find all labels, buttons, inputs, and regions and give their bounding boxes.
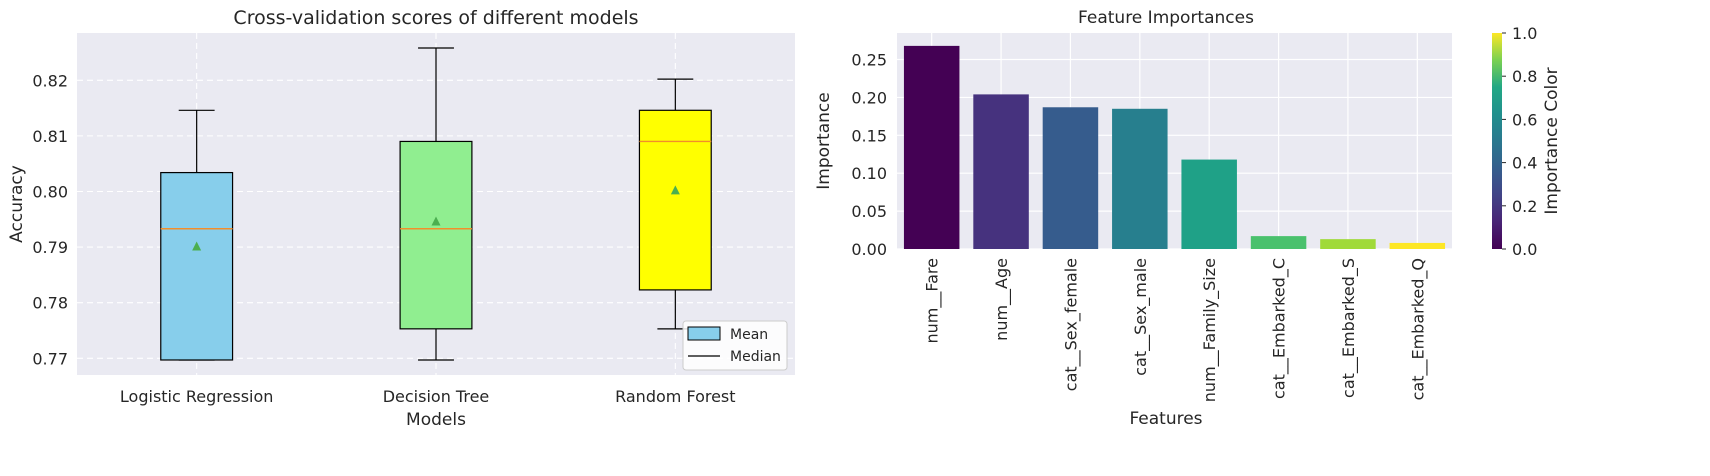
boxplot-x-tick-label: Random Forest <box>615 387 735 406</box>
colorbar-tick-label: 0.4 <box>1512 154 1537 173</box>
legend-mean-swatch <box>687 326 721 341</box>
bar-x-tick-label: cat__Embarked_Q <box>1408 258 1428 400</box>
bar-num__Age <box>973 94 1029 250</box>
colorbar: 0.0 0.2 0.4 0.6 0.8 1.0 Importance Color <box>1492 24 1562 259</box>
bar-x-tick-label: num__Age <box>992 258 1012 341</box>
bar-x-tick-label: cat__Sex_female <box>1061 258 1081 391</box>
bar-y-tick-label: 0.10 <box>851 164 887 183</box>
box-body <box>160 171 234 361</box>
bar-y-tick-label: 0.05 <box>851 202 887 221</box>
bar-cat__Embarked_Q <box>1389 242 1446 249</box>
bar-num__Family_Size <box>1181 159 1237 249</box>
boxplot-x-tick-labels: Logistic Regression Decision Tree Random F… <box>120 387 736 406</box>
boxplot-y-tick-label: 0.82 <box>32 71 68 90</box>
colorbar-tick-label: 0.2 <box>1512 197 1537 216</box>
box-body <box>399 140 473 330</box>
boxplot-legend: Mean Median <box>682 320 788 371</box>
box-1 <box>160 109 234 361</box>
boxplot-y-tick-label: 0.77 <box>32 349 68 368</box>
colorbar-tick-label: 0.0 <box>1512 240 1537 259</box>
boxplot-y-tick-labels: 0.77 0.78 0.79 0.80 0.81 0.82 <box>32 71 68 368</box>
bar-marks <box>903 45 1446 250</box>
box-2 <box>399 47 473 361</box>
bar-y-axis-label: Importance <box>814 92 834 189</box>
boxplot-y-axis-label: Accuracy <box>7 165 27 243</box>
bar-y-tick-labels: 0.00 0.05 0.10 0.15 0.20 0.25 <box>851 51 887 259</box>
bar-x-axis-label: Features <box>1129 409 1202 429</box>
feature-importance-chart: 0.00 0.05 0.10 0.15 0.20 0.25 num__Fare num__A… <box>814 8 1562 429</box>
bar-title: Feature Importances <box>1078 8 1254 28</box>
boxplot-y-tick-label: 0.79 <box>32 238 68 257</box>
boxplot-x-tick-label: Logistic Regression <box>120 387 273 406</box>
bar-y-tick-label: 0.00 <box>851 240 887 259</box>
boxplot-y-tick-label: 0.81 <box>32 127 68 146</box>
bar-x-tick-label: cat__Embarked_S <box>1339 258 1359 398</box>
box-3 <box>638 78 712 330</box>
boxplot-marks <box>160 47 712 361</box>
bar-x-tick-labels: num__Fare num__Age cat__Sex_female cat__Sex… <box>923 258 1429 402</box>
boxplot-x-tick-label: Decision Tree <box>383 387 490 406</box>
box-mean-marker <box>670 185 680 195</box>
bar-x-tick-label: cat__Sex_male <box>1131 258 1151 376</box>
legend-median-label: Median <box>730 349 781 365</box>
box-mean-marker <box>431 216 441 226</box>
legend-mean-label: Mean <box>730 327 768 343</box>
bar-cat__Sex_female <box>1042 107 1099 249</box>
bar-cat__Embarked_S <box>1320 239 1376 249</box>
boxplot-chart: 0.77 0.78 0.79 0.80 0.81 0.82 Logistic Regres… <box>7 7 795 430</box>
box-body <box>638 109 712 291</box>
bar-y-tick-label: 0.15 <box>851 126 887 145</box>
bar-cat__Sex_male <box>1112 108 1168 249</box>
boxplot-y-tick-label: 0.78 <box>32 294 68 313</box>
bar-y-tick-label: 0.25 <box>851 51 887 70</box>
bar-cat__Embarked_C <box>1250 236 1307 249</box>
bar-x-tick-label: num__Fare <box>923 258 943 343</box>
colorbar-label: Importance Color <box>1542 67 1562 214</box>
boxplot-title: Cross-validation scores of different mod… <box>233 7 638 29</box>
bar-x-tick-label: num__Family_Size <box>1200 258 1220 402</box>
colorbar-tick-label: 0.6 <box>1512 110 1537 129</box>
colorbar-ticks: 0.0 0.2 0.4 0.6 0.8 1.0 <box>1502 24 1537 259</box>
colorbar-tick-label: 0.8 <box>1512 67 1537 86</box>
colorbar-tick-label: 1.0 <box>1512 24 1537 43</box>
boxplot-y-tick-label: 0.80 <box>32 182 68 201</box>
colorbar-gradient <box>1492 33 1502 249</box>
box-mean-marker <box>192 241 202 251</box>
boxplot-x-axis-label: Models <box>406 410 466 430</box>
bar-y-tick-label: 0.20 <box>851 88 887 107</box>
bar-num__Fare <box>903 45 960 249</box>
bar-x-tick-label: cat__Embarked_C <box>1270 258 1290 399</box>
